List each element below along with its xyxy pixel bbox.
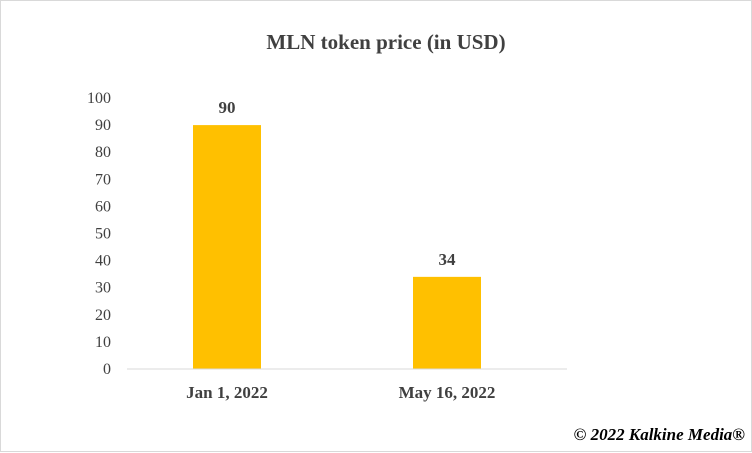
- y-tick-label: 20: [95, 307, 111, 324]
- y-tick-label: 80: [95, 144, 111, 161]
- bar: [193, 125, 261, 369]
- y-axis-ticks: 0 10 20 30 40 50 60 70 80 90 100: [87, 90, 111, 378]
- data-label: 90: [219, 98, 236, 117]
- chart-title: MLN token price (in USD): [266, 30, 505, 54]
- data-labels: 90 34: [219, 98, 457, 269]
- bar: [413, 276, 481, 369]
- y-tick-label: 100: [87, 90, 111, 107]
- y-tick-label: 30: [95, 280, 111, 297]
- y-tick-label: 0: [103, 361, 111, 378]
- data-label: 34: [439, 250, 457, 269]
- y-tick-label: 10: [95, 334, 111, 351]
- x-tick-label: Jan 1, 2022: [186, 383, 268, 402]
- y-tick-label: 70: [95, 171, 111, 188]
- bars: [193, 125, 481, 369]
- x-tick-label: May 16, 2022: [399, 383, 496, 402]
- y-tick-label: 40: [95, 253, 111, 270]
- copyright-text: © 2022 Kalkine Media®: [573, 425, 745, 444]
- y-tick-label: 50: [95, 226, 111, 243]
- x-axis-labels: Jan 1, 2022 May 16, 2022: [186, 383, 495, 402]
- y-tick-label: 90: [95, 117, 111, 134]
- y-tick-label: 60: [95, 198, 111, 215]
